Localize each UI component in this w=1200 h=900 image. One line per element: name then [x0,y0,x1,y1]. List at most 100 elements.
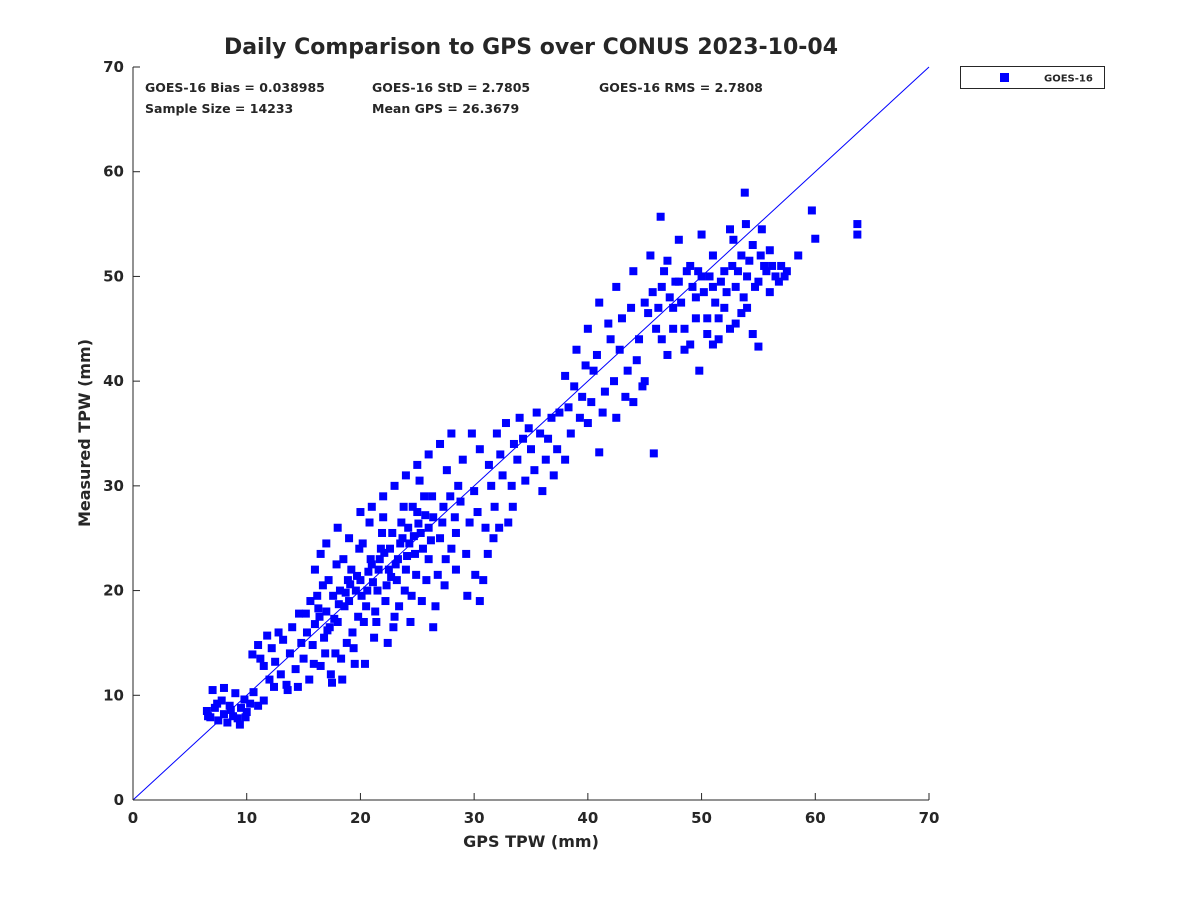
data-point [306,597,315,606]
data-point [370,633,379,642]
data-point [399,502,408,511]
data-point [699,288,708,297]
data-point [297,638,306,647]
data-point [288,623,297,632]
data-point [682,267,691,276]
data-point [380,548,389,557]
data-point [722,288,731,297]
data-point [322,607,331,616]
data-point [656,212,665,221]
data-point [322,539,331,548]
data-point [765,246,774,255]
data-point [604,319,613,328]
mean-gps-annotation: Mean GPS = 26.3679 [372,101,519,116]
data-point [424,450,433,459]
data-point [646,251,655,260]
data-point [379,513,388,522]
data-point [416,528,425,537]
data-point [422,576,431,585]
data-point [271,657,280,666]
data-point [564,403,573,412]
data-point [310,565,319,574]
legend: GOES-16 [960,66,1105,89]
data-point [274,628,283,637]
data-point [249,688,258,697]
data-point [376,544,385,553]
data-point [318,581,327,590]
data-point [355,544,364,553]
data-point [254,641,263,650]
data-point [475,597,484,606]
x-tick-label: 0 [128,809,138,827]
data-point [293,682,302,691]
data-point [279,635,288,644]
data-point [538,487,547,496]
data-point [339,555,348,564]
data-point [379,492,388,501]
data-point [309,659,318,668]
data-point [754,342,763,351]
data-point [406,617,415,626]
data-point [424,555,433,564]
data-point [436,439,445,448]
data-point [739,293,748,302]
data-point [367,560,376,569]
data-point [447,429,456,438]
data-point [451,565,460,574]
data-point [316,549,325,558]
data-point [450,513,459,522]
data-point [657,335,666,344]
data-point [492,429,501,438]
data-point [454,481,463,490]
data-point [219,683,228,692]
data-point [305,675,314,684]
data-point [411,549,420,558]
data-point [428,492,437,501]
data-point [711,298,720,307]
data-point [610,377,619,386]
data-point [745,256,754,265]
data-point [219,710,228,719]
data-point [644,309,653,318]
y-tick-label: 30 [103,477,124,495]
data-point [765,288,774,297]
data-point [716,277,725,286]
data-point [629,398,638,407]
data-point [578,392,587,401]
data-point [390,481,399,490]
data-point [401,565,410,574]
data-point [225,701,234,710]
data-point [487,481,496,490]
data-point [508,502,517,511]
data-point [741,220,750,229]
data-point [214,716,223,725]
data-point [632,356,641,365]
data-point [536,429,545,438]
data-point [353,571,362,580]
data-point [714,314,723,323]
data-point [324,576,333,585]
data-point [807,206,816,215]
data-point [233,714,242,723]
data-point [405,539,414,548]
data-point [282,680,291,689]
data-point [208,686,217,695]
data-point [371,607,380,616]
y-tick-label: 40 [103,372,124,390]
legend-marker [1000,73,1009,82]
data-point [665,293,674,302]
data-point [328,678,336,687]
data-point [375,555,384,564]
data-point [743,303,752,312]
data-point [204,712,213,721]
data-point [686,340,695,349]
data-point [496,450,505,459]
data-point [359,617,368,626]
data-point [310,620,319,629]
data-point [456,497,465,506]
data-point [248,650,257,659]
data-point [256,654,265,663]
data-point [553,445,562,454]
data-point [265,675,274,684]
data-point [409,532,418,541]
